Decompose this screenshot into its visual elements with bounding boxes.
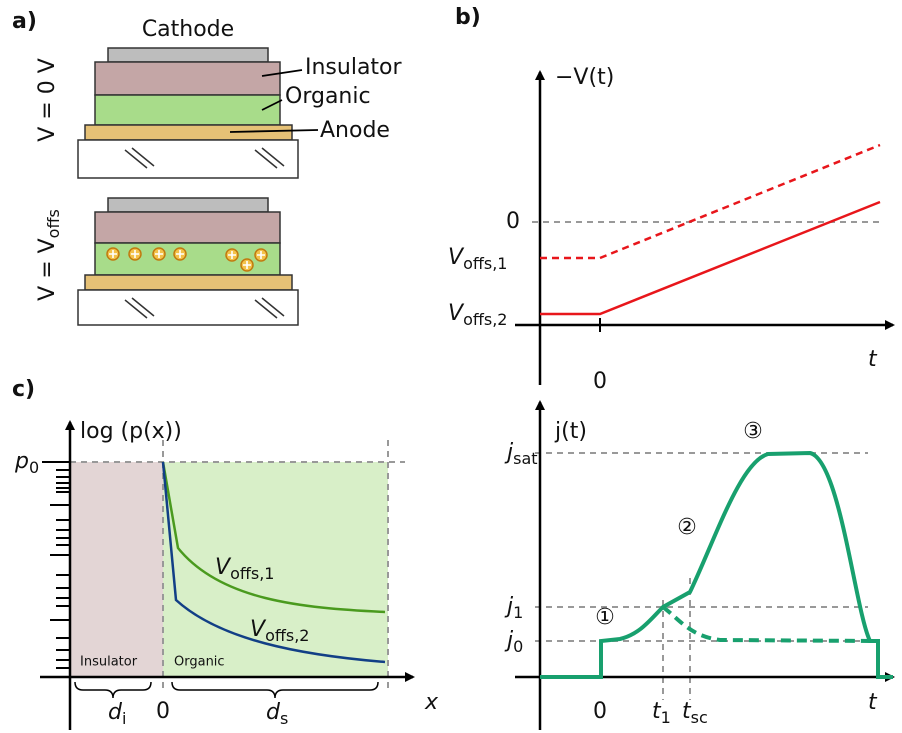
level-label: j1 bbox=[504, 594, 523, 622]
stage-label: ② bbox=[677, 515, 697, 540]
condition-label-main: V = V bbox=[35, 238, 60, 301]
axis-label: t bbox=[868, 347, 878, 372]
tick-label: 0 bbox=[593, 699, 607, 724]
layer-label: Cathode bbox=[142, 17, 234, 42]
tick-label: tsc bbox=[682, 699, 708, 727]
level-label-sub: 1 bbox=[513, 603, 523, 622]
thickness-label-main: d bbox=[266, 700, 281, 725]
curve-label-main: V bbox=[250, 617, 267, 642]
curve-label-main: V bbox=[215, 555, 232, 580]
level-label-sub: sat bbox=[513, 449, 537, 468]
region-label: Organic bbox=[174, 655, 225, 670]
tick-label-main: t bbox=[682, 699, 692, 724]
tick-label: 0 bbox=[593, 369, 607, 394]
panel-c-plot bbox=[40, 420, 415, 730]
tick-label: t1 bbox=[652, 699, 671, 727]
thickness-label: di bbox=[108, 700, 126, 728]
tick-label: p0 bbox=[14, 449, 39, 477]
thickness-label-main: d bbox=[108, 700, 123, 725]
axis-label: −V(t) bbox=[555, 65, 614, 90]
stage-label: ① bbox=[595, 605, 615, 630]
axis-label: t bbox=[868, 690, 878, 715]
layer-label: Insulator bbox=[305, 55, 403, 80]
thickness-label-sub: i bbox=[122, 709, 126, 728]
level-label-main: j bbox=[504, 628, 514, 653]
labels: a) Cathode Insulator Organic Anode V = 0 V V =… bbox=[12, 5, 878, 728]
tick-label: 0 bbox=[506, 209, 520, 234]
level-label-main: j bbox=[504, 594, 514, 619]
condition-label-sub: offs bbox=[44, 209, 63, 238]
level-label-main: V bbox=[448, 245, 465, 270]
curve-label: Voffs,1 bbox=[215, 555, 274, 583]
axis-label: x bbox=[424, 690, 439, 715]
level-label: Voffs,1 bbox=[448, 245, 507, 273]
condition-label: V = 0 V bbox=[35, 58, 60, 142]
condition-label: V = Voffs bbox=[35, 209, 63, 301]
curve-label-sub: offs,1 bbox=[230, 564, 274, 583]
device-top bbox=[77, 47, 319, 179]
panel-label: a) bbox=[12, 9, 37, 34]
tick-label-main: p bbox=[14, 449, 29, 474]
tick-label-main: t bbox=[652, 699, 662, 724]
thickness-label: ds bbox=[266, 700, 288, 728]
curve-label: Voffs,2 bbox=[250, 617, 309, 645]
panel-label: c) bbox=[12, 377, 35, 402]
layer-label: Anode bbox=[320, 118, 390, 143]
layer-label: Organic bbox=[285, 84, 371, 109]
panel-b-plot bbox=[515, 70, 895, 385]
level-label-main: j bbox=[504, 440, 514, 465]
region-label: Insulator bbox=[80, 655, 138, 670]
stage-label: ③ bbox=[743, 419, 763, 444]
panel-d-plot bbox=[515, 400, 895, 730]
tick-label-sub: sc bbox=[691, 708, 708, 727]
axis-label: log (p(x)) bbox=[80, 419, 182, 444]
tick-label: 0 bbox=[156, 699, 170, 724]
tick-label-sub: 1 bbox=[661, 708, 671, 727]
axis-label: j(t) bbox=[554, 419, 587, 444]
level-label: Voffs,2 bbox=[448, 301, 507, 329]
level-label: jsat bbox=[504, 440, 538, 468]
curve-label-sub: offs,2 bbox=[265, 626, 309, 645]
level-label-main: V bbox=[448, 301, 465, 326]
tick-label-sub: 0 bbox=[29, 458, 39, 477]
level-label-sub: offs,1 bbox=[463, 254, 507, 273]
device-bottom bbox=[77, 197, 299, 326]
level-label-sub: 0 bbox=[513, 637, 523, 656]
thickness-label-sub: s bbox=[280, 709, 288, 728]
panel-label: b) bbox=[455, 5, 481, 30]
level-label-sub: offs,2 bbox=[463, 310, 507, 329]
level-label: j0 bbox=[504, 628, 523, 656]
